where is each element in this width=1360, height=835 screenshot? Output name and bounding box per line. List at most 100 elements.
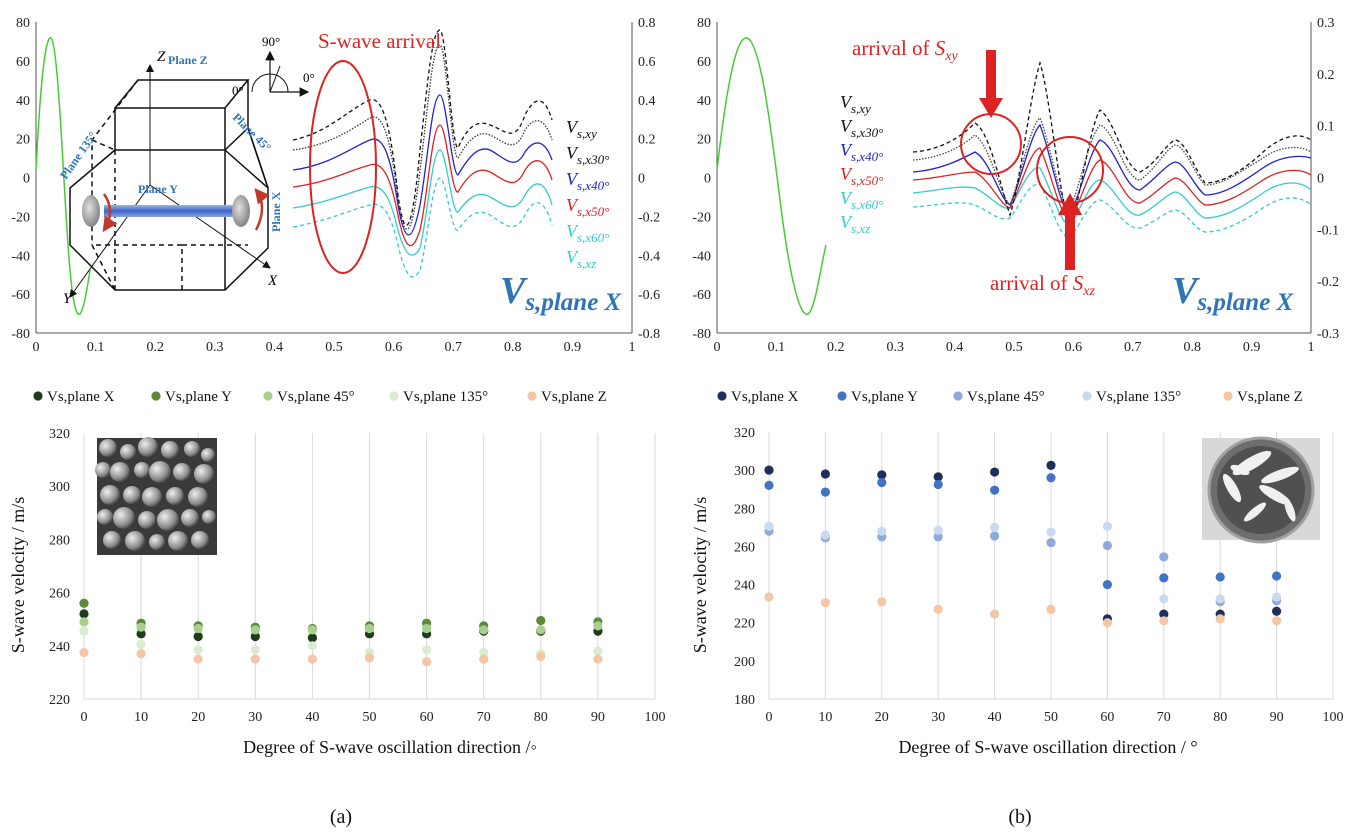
data-point bbox=[536, 651, 546, 662]
data-point bbox=[193, 645, 203, 655]
data-point bbox=[1159, 609, 1169, 619]
bead bbox=[138, 511, 156, 529]
data-point bbox=[1102, 540, 1112, 551]
y-left-tick-label: -80 bbox=[692, 327, 711, 342]
data-point bbox=[1272, 606, 1282, 616]
data-point bbox=[764, 465, 774, 475]
data-points bbox=[764, 460, 1282, 628]
source-waveform bbox=[716, 37, 827, 315]
x-tick-label: 40 bbox=[988, 710, 1002, 725]
y-axis-title: S-wave velocity / m/s bbox=[690, 497, 710, 653]
x-tick-label: 100 bbox=[1323, 710, 1344, 725]
right-y-tick-labels: 0.8 0.6 0.4 0.2 0 -0.2 -0.4 -0.6 -0.8 bbox=[638, 16, 660, 342]
bead bbox=[134, 462, 150, 478]
trace-vs-x60 bbox=[912, 167, 1312, 226]
y-left-tick-label: -40 bbox=[692, 249, 711, 264]
left-y-tick-labels: 80 60 40 20 0 -20 -40 -60 -80 bbox=[11, 16, 30, 342]
x-tick-label: 30 bbox=[931, 710, 945, 725]
y-right-tick-label: 0.6 bbox=[638, 55, 656, 70]
bead bbox=[168, 531, 188, 551]
angle-gauge: 90° 0° 0° bbox=[232, 34, 315, 98]
rotation-arrow-left bbox=[102, 193, 118, 233]
trace-vs-x50 bbox=[292, 124, 553, 247]
series-label: Vs,x40° bbox=[840, 140, 883, 164]
data-point bbox=[79, 598, 89, 608]
trace-vs-x60 bbox=[292, 149, 553, 256]
data-point bbox=[1046, 460, 1056, 470]
data-point bbox=[990, 467, 1000, 477]
data-point bbox=[364, 653, 375, 663]
legend-marker bbox=[837, 391, 847, 401]
data-point bbox=[479, 625, 489, 635]
x-tick-label: 0.4 bbox=[266, 340, 284, 355]
data-point bbox=[307, 654, 317, 664]
tick-labels: 0 10 20 30 40 50 60 70 80 90 100 180 200 220 240 260 280… bbox=[734, 426, 1344, 725]
data-point bbox=[877, 470, 887, 480]
data-point bbox=[1272, 571, 1282, 581]
legend-marker bbox=[717, 391, 727, 401]
data-point bbox=[250, 654, 260, 664]
data-point bbox=[136, 622, 146, 632]
x-tick-label: 0 bbox=[81, 710, 88, 725]
data-point bbox=[250, 645, 260, 655]
plane-45-label: Plane 45° bbox=[230, 110, 274, 154]
bead bbox=[95, 462, 111, 478]
panel-b-velocity-chart: Vs,plane X Vs,plane Y Vs,plane 45° Vs,plane… bbox=[690, 389, 1344, 757]
tick-labels: 0 10 20 30 40 50 60 70 80 90 100 220 240 260 280 300 320 bbox=[49, 427, 666, 725]
x-tick-label: 0.2 bbox=[827, 340, 845, 355]
bead bbox=[202, 510, 216, 524]
data-point bbox=[764, 480, 774, 490]
x-tick-labels: 0 0.1 0.2 0.3 0.4 0.5 0.6 0.7 0.8 0.9 1 bbox=[33, 340, 636, 355]
x-tick-labels: 0 0.1 0.2 0.3 0.4 0.5 0.6 0.7 0.8 0.9 1 bbox=[714, 340, 1315, 355]
waveform-traces bbox=[292, 29, 553, 278]
y-tick-label: 280 bbox=[734, 502, 755, 517]
y-right-tick-label: 0.2 bbox=[1317, 68, 1335, 83]
y-left-tick-label: 20 bbox=[697, 133, 711, 148]
data-point bbox=[990, 609, 1000, 619]
trace-vs-x30 bbox=[912, 117, 1312, 211]
y-left-tick-label: 60 bbox=[16, 55, 30, 70]
y-left-tick-label: 60 bbox=[697, 55, 711, 70]
legend-marker bbox=[389, 391, 399, 401]
series-label: Vs,x50° bbox=[840, 164, 883, 188]
data-point bbox=[933, 525, 943, 535]
data-point bbox=[193, 623, 203, 634]
angle-0-right-label: 0° bbox=[303, 70, 315, 85]
legend-label: Vs,plane 135° bbox=[1096, 389, 1181, 405]
y-right-tick-label: -0.2 bbox=[638, 210, 660, 225]
trace-vs-x50 bbox=[912, 147, 1312, 221]
x-tick-label: 10 bbox=[818, 710, 832, 725]
sxy-arrow bbox=[979, 50, 1003, 118]
data-point bbox=[877, 526, 887, 536]
legend-label: Vs,plane X bbox=[47, 389, 115, 405]
y-left-tick-label: -80 bbox=[11, 327, 30, 342]
x-tick-label: 80 bbox=[1213, 710, 1227, 725]
data-point bbox=[990, 522, 1000, 532]
bead bbox=[181, 509, 199, 527]
x-tick-label: 90 bbox=[591, 710, 605, 725]
legend: Vs,plane X Vs,plane Y Vs,plane 45° Vs,plane… bbox=[33, 389, 607, 405]
big-plane-label: Vs,plane X bbox=[1172, 270, 1295, 316]
y-right-tick-label: 0.8 bbox=[638, 16, 656, 31]
x-tick-label: 0.9 bbox=[1243, 340, 1261, 355]
series-label: Vs,x50° bbox=[566, 195, 609, 219]
x-tick-label: 0.7 bbox=[1124, 340, 1142, 355]
x-tick-label: 80 bbox=[534, 710, 548, 725]
x-tick-label: 20 bbox=[875, 710, 889, 725]
x-tick-label: 0.8 bbox=[1183, 340, 1201, 355]
specimen-sketch bbox=[69, 64, 271, 298]
data-point bbox=[250, 625, 260, 635]
data-point bbox=[877, 597, 887, 607]
x-tick-label: 0.3 bbox=[886, 340, 904, 355]
panel-a-waveform-chart: 0 0.1 0.2 0.3 0.4 0.5 0.6 0.7 0.8 0.9 1 806040200-… bbox=[11, 16, 660, 355]
x-tick-label: 0.5 bbox=[1005, 340, 1023, 355]
x-axis-title: Degree of S-wave oscillation direction /… bbox=[898, 737, 1197, 757]
data-point bbox=[479, 654, 489, 664]
sxy-annotation: arrival of Sxy bbox=[852, 36, 959, 64]
x-tick-label: 1 bbox=[1308, 340, 1315, 355]
x-tick-label: 40 bbox=[305, 710, 319, 725]
x-tick-label: 0.1 bbox=[768, 340, 786, 355]
y-tick-label: 220 bbox=[734, 617, 755, 632]
right-y-tick-labels: 0.3 0.2 0.1 0 -0.1 -0.2 -0.3 bbox=[1317, 16, 1339, 342]
